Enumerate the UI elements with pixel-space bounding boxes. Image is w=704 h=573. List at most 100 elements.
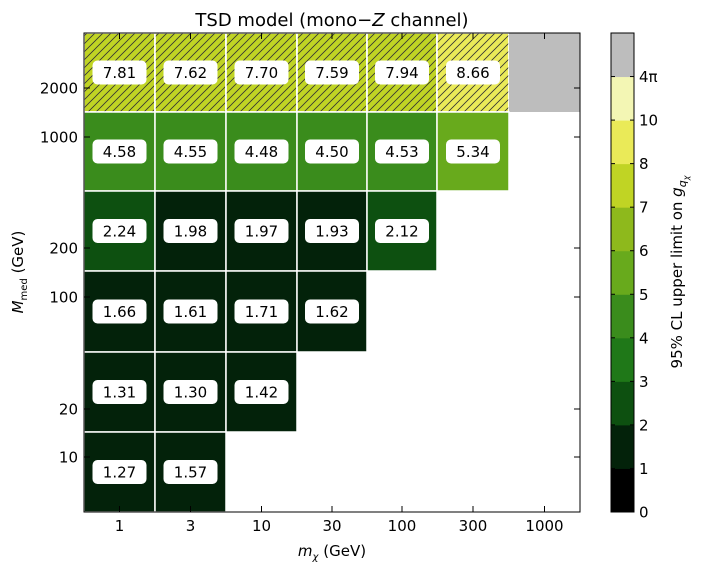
x-tick-label: 1 <box>115 517 125 535</box>
x-tick-label: 1000 <box>525 517 563 535</box>
cell-value-label: 7.59 <box>315 64 348 82</box>
cell-label-box <box>234 380 289 404</box>
colorbar-segment <box>611 163 634 208</box>
cell-label-box <box>305 219 359 243</box>
cell-value-label: 1.97 <box>245 223 278 241</box>
x-tick-label: 30 <box>322 517 341 535</box>
colorbar-tick-label: 8 <box>639 155 649 173</box>
cell-label-box <box>234 139 289 164</box>
cell-value-label: 7.62 <box>174 64 207 82</box>
cell-value-label: 2.24 <box>103 223 136 241</box>
y-tick-label: 10 <box>59 449 78 467</box>
cell-value-label: 4.48 <box>245 143 278 161</box>
colorbar-segment <box>611 76 634 121</box>
cell-value-label: 4.55 <box>174 143 207 161</box>
cell-label-box <box>163 380 218 404</box>
cell-value-label: 1.57 <box>174 464 207 482</box>
cell-value-label: 5.34 <box>456 143 489 161</box>
y-tick-label: 2000 <box>40 80 78 98</box>
cell-labels: 7.81 7.62 7.70 7.59 7.94 8.66 4.58 4.55 4.48 4.50… <box>92 60 500 484</box>
cell-value-label: 1.42 <box>245 384 278 402</box>
colorbar-tick-label: 4π <box>639 68 658 86</box>
cell-value-label: 1.61 <box>174 303 207 321</box>
colorbar-segment <box>611 120 634 165</box>
cell-label-box <box>375 139 429 164</box>
x-axis-ticks: 1 3 10 30 100 300 1000 <box>115 33 564 535</box>
colorbar-segment <box>611 337 634 382</box>
y-axis-label: Mmed (GeV) <box>9 231 30 314</box>
cell-value-label: 1.27 <box>103 464 136 482</box>
cell-value-label: 4.53 <box>385 143 418 161</box>
x-tick-label: 100 <box>388 517 417 535</box>
colorbar-tick-label: 4 <box>639 329 649 347</box>
colorbar-tick-label: 10 <box>639 112 658 130</box>
cell-value-label: 4.50 <box>315 143 348 161</box>
cell-value-label: 1.98 <box>174 223 207 241</box>
colorbar-segment <box>611 424 634 469</box>
colorbar-tick-label: 7 <box>639 199 649 217</box>
cell-label-box <box>305 139 359 164</box>
heatmap-cell <box>509 33 580 112</box>
y-tick-label: 100 <box>49 289 78 307</box>
cell-value-label: 1.30 <box>174 384 207 402</box>
cell-label-box <box>163 219 218 243</box>
cell-label-box <box>446 60 500 85</box>
cell-label-box <box>92 60 147 85</box>
cell-value-label: 4.58 <box>103 143 136 161</box>
cell-label-box <box>92 299 147 324</box>
colorbar-segment <box>611 207 634 252</box>
colorbar-tick-label: 6 <box>639 242 649 260</box>
cell-label-box <box>446 139 500 164</box>
colorbar-tick-label: 3 <box>639 373 649 391</box>
cell-label-box <box>305 299 359 324</box>
cell-label-box <box>163 299 218 324</box>
cell-label-box <box>92 219 147 243</box>
chart-title: TSD model (mono−Z channel) <box>194 10 468 31</box>
cell-label-box <box>375 60 429 85</box>
colorbar-tick-label: 5 <box>639 286 649 304</box>
y-tick-label: 200 <box>49 240 78 258</box>
colorbar-segment <box>611 33 634 78</box>
heatmap-cells <box>83 32 580 513</box>
x-tick-label: 10 <box>252 517 271 535</box>
y-tick-label: 20 <box>59 401 78 419</box>
y-tick-label: 1000 <box>40 129 78 147</box>
cell-label-box <box>92 139 147 164</box>
cell-label-box <box>163 139 218 164</box>
colorbar-segment <box>611 381 634 426</box>
x-tick-label: 300 <box>459 517 488 535</box>
colorbar-label: 95% CL upper limit on gqχ <box>668 175 691 368</box>
colorbar-segment <box>611 250 634 295</box>
colorbar-frame <box>610 32 635 513</box>
cell-label-box <box>305 60 359 85</box>
cell-value-label: 1.31 <box>103 384 136 402</box>
colorbar <box>611 33 634 513</box>
cell-value-label: 1.93 <box>315 223 348 241</box>
colorbar-segment <box>611 294 634 339</box>
x-tick-label: 3 <box>186 517 196 535</box>
cell-label-box <box>375 219 429 243</box>
cell-label-box <box>234 299 289 324</box>
colorbar-tick-label: 2 <box>639 416 649 434</box>
colorbar-segment <box>611 468 634 513</box>
cell-value-label: 1.62 <box>315 303 348 321</box>
cell-label-box <box>163 460 218 484</box>
cell-label-box <box>163 60 218 85</box>
colorbar-tick-label: 0 <box>639 504 649 522</box>
x-axis-label: mχ (GeV) <box>298 542 366 563</box>
cell-value-label: 2.12 <box>385 223 418 241</box>
cell-label-box <box>92 460 147 484</box>
cell-label-box <box>92 380 147 404</box>
y-axis-ticks: 10 20 100 200 1000 2000 <box>40 80 580 467</box>
colorbar-ticks: 0 1 2 3 4 5 6 7 8 10 4π <box>611 68 658 522</box>
cell-value-label: 1.71 <box>245 303 278 321</box>
cell-value-label: 8.66 <box>456 64 489 82</box>
cell-value-label: 7.81 <box>103 64 136 82</box>
cell-value-label: 1.66 <box>103 303 136 321</box>
cell-value-label: 7.94 <box>385 64 418 82</box>
colorbar-tick-label: 1 <box>639 460 649 478</box>
cell-label-box <box>234 219 289 243</box>
cell-value-label: 7.70 <box>245 64 278 82</box>
cell-label-box <box>234 60 289 85</box>
